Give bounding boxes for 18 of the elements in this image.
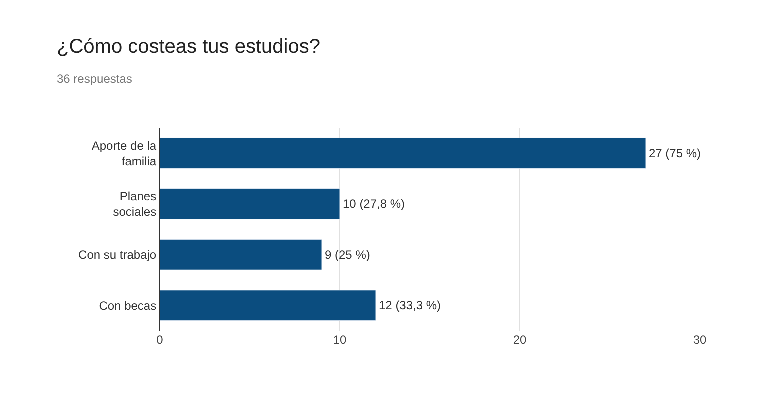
x-tick-label: 10	[333, 333, 347, 347]
y-tick-label: Con becas	[99, 298, 157, 313]
bar	[160, 239, 322, 270]
bar	[160, 188, 340, 220]
chart-title: ¿Cómo costeas tus estudios?	[57, 36, 320, 58]
bar	[160, 138, 646, 169]
y-tick-label: Con su trabajo	[78, 248, 157, 262]
data-label: 27 (75 %)	[649, 146, 702, 160]
chart-subtitle: 36 respuestas	[57, 72, 132, 86]
data-label: 10 (27,8 %)	[343, 197, 406, 212]
x-tick-label: 20	[513, 333, 527, 347]
x-tick-label: 30	[693, 333, 707, 347]
data-label: 9 (25 %)	[325, 248, 370, 262]
y-tick-label: Aporte de la familia	[92, 138, 157, 168]
y-tick-label: Planes sociales	[113, 190, 157, 220]
bar	[160, 290, 376, 322]
data-label: 12 (33,3 %)	[379, 298, 442, 313]
x-tick-label: 0	[156, 333, 164, 347]
